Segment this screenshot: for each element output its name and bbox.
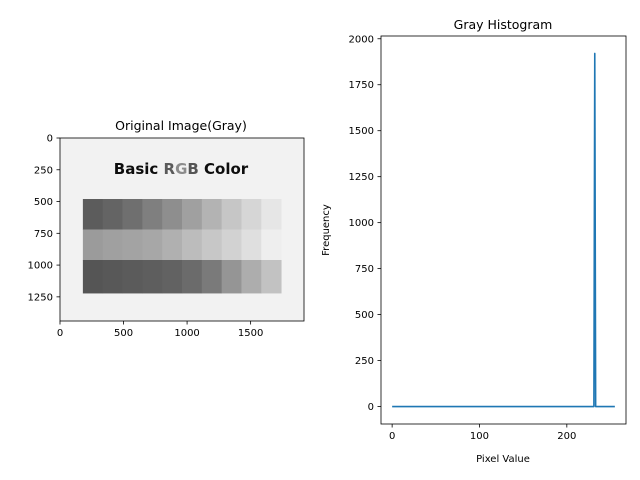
swatch-r2-c1 <box>102 260 123 294</box>
histogram-xlabel: Pixel Value <box>476 454 530 465</box>
swatch-r0-c4 <box>162 199 183 230</box>
swatch-grid <box>82 199 282 294</box>
swatch-r0-c1 <box>102 199 123 230</box>
histogram-y-tick-label: 500 <box>355 310 374 321</box>
swatch-r1-c1 <box>102 229 123 261</box>
histogram-frame <box>380 35 627 425</box>
swatch-r0-c0 <box>82 199 104 230</box>
swatch-r1-c6 <box>201 229 223 261</box>
histogram-axes: Gray Histogram 0 100 200 0 250 500 750 1000 125… <box>321 17 627 465</box>
histogram-y-tick-label: 2000 <box>349 34 374 45</box>
swatch-r2-c6 <box>201 260 223 294</box>
banner-basic: Basic <box>114 160 164 178</box>
swatch-r1-c9 <box>261 229 282 261</box>
image-y-tick-label: 1000 <box>28 261 53 272</box>
image-banner-text: Basic RGB Color <box>114 160 249 178</box>
banner-r: R <box>164 160 176 178</box>
swatch-r0-c9 <box>261 199 282 230</box>
histogram-x-tick-label: 100 <box>470 431 489 442</box>
histogram-ylabel: Frequency <box>321 204 332 256</box>
histogram-x-ticks: 0 100 200 <box>389 424 576 442</box>
swatch-r2-c9 <box>261 260 282 294</box>
histogram-x-tick-label: 0 <box>389 431 395 442</box>
image-x-tick-label: 0 <box>57 328 63 339</box>
swatch-r1-c7 <box>221 229 242 261</box>
swatch-r0-c2 <box>122 199 143 230</box>
histogram-y-tick-label: 1000 <box>349 218 374 229</box>
image-axes: Original Image(Gray) Basic RGB Color 0 50… <box>28 118 305 339</box>
banner-g: G <box>175 160 187 178</box>
image-x-tick-label: 1500 <box>238 328 263 339</box>
swatch-r2-c5 <box>182 260 203 294</box>
image-x-ticks: 0 500 1000 1500 <box>57 321 263 339</box>
image-title: Original Image(Gray) <box>115 118 247 133</box>
image-y-tick-label: 0 <box>47 134 53 145</box>
histogram-y-tick-label: 0 <box>368 402 374 413</box>
image-x-tick-label: 1000 <box>174 328 199 339</box>
histogram-y-tick-label: 1500 <box>349 126 374 137</box>
swatch-r1-c5 <box>182 229 203 261</box>
swatch-r1-c4 <box>162 229 183 261</box>
swatch-r2-c7 <box>221 260 242 294</box>
swatch-r2-c4 <box>162 260 183 294</box>
banner-b: B <box>187 160 198 178</box>
image-y-ticks: 0 250 500 750 1000 1250 <box>28 134 60 303</box>
image-y-tick-label: 1250 <box>28 292 53 303</box>
histogram-line-gray <box>392 52 615 408</box>
swatch-r2-c2 <box>122 260 143 294</box>
histogram-y-tick-label: 1750 <box>349 80 374 91</box>
histogram-x-tick-label: 200 <box>557 431 576 442</box>
swatch-r0-c3 <box>142 199 163 230</box>
swatch-r1-c8 <box>241 229 262 261</box>
histogram-y-tick-label: 1250 <box>349 172 374 183</box>
swatch-r2-c3 <box>142 260 163 294</box>
image-frame <box>59 137 305 322</box>
image-y-tick-label: 750 <box>34 229 53 240</box>
image-y-tick-label: 250 <box>34 165 53 176</box>
histogram-title: Gray Histogram <box>454 17 553 32</box>
image-y-tick-label: 500 <box>34 197 53 208</box>
swatch-r1-c2 <box>122 229 143 261</box>
histogram-y-ticks: 0 250 500 750 1000 1250 1500 1750 2000 <box>349 34 381 413</box>
histogram-plot <box>392 52 615 408</box>
banner-color: Color <box>199 160 249 178</box>
histogram-y-tick-label: 750 <box>355 264 374 275</box>
swatch-r1-c3 <box>142 229 163 261</box>
histogram-y-tick-label: 250 <box>355 356 374 367</box>
swatch-r0-c6 <box>201 199 223 230</box>
swatch-r0-c7 <box>221 199 242 230</box>
swatch-r2-c0 <box>82 260 104 294</box>
swatch-r0-c5 <box>182 199 203 230</box>
swatch-r1-c0 <box>82 229 104 261</box>
image-x-tick-label: 500 <box>114 328 133 339</box>
swatch-r2-c8 <box>241 260 262 294</box>
swatch-r0-c8 <box>241 199 262 230</box>
